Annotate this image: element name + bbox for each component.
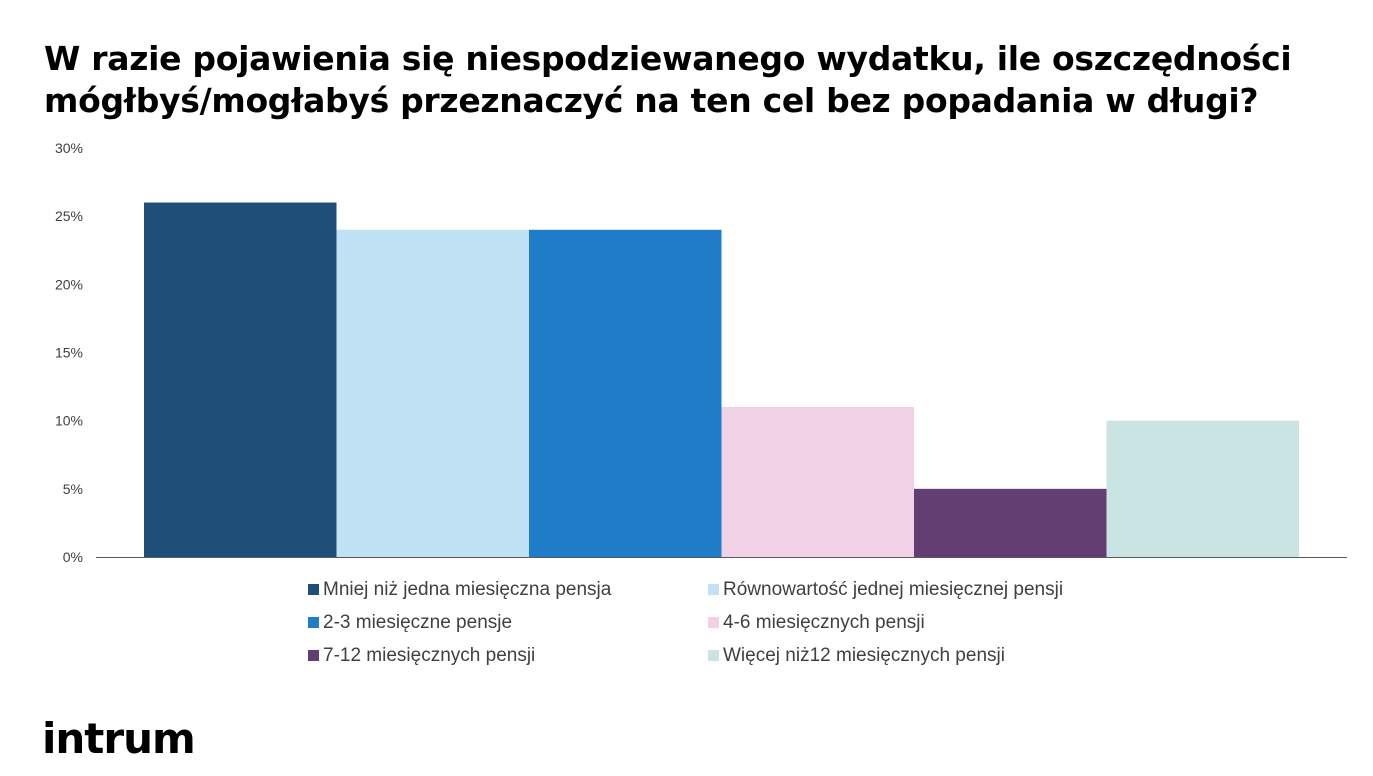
bar: [1106, 420, 1299, 557]
y-axis: 0% 5% 10% 15% 20% 25% 30%: [55, 140, 83, 565]
bar: [721, 407, 914, 557]
legend-label: 4-6 miesięcznych pensji: [723, 611, 925, 633]
bars: [144, 202, 1299, 558]
legend-label: Więcej niż12 miesięcznych pensji: [723, 644, 1005, 666]
legend-item: Równowartość jednej miesięcznej pensji: [708, 578, 1108, 601]
y-tick-label: 0%: [63, 549, 83, 565]
bar: [529, 229, 722, 558]
legend: Mniej niż jedna miesięczna pensja Równowa…: [308, 578, 1128, 667]
legend-item: Mniej niż jedna miesięczna pensja: [308, 578, 708, 601]
legend-item: 7-12 miesięcznych pensji: [308, 644, 708, 667]
bar: [336, 229, 529, 558]
legend-label: Równowartość jednej miesięcznej pensji: [723, 578, 1064, 600]
bar: [144, 202, 337, 558]
legend-item: 4-6 miesięcznych pensji: [708, 611, 1108, 634]
bar: [914, 488, 1107, 557]
y-tick-label: 25%: [55, 208, 83, 224]
legend-label: 7-12 miesięcznych pensji: [323, 644, 536, 666]
legend-swatch: [708, 650, 719, 661]
chart-title: W razie pojawienia się niespodziewanego …: [44, 38, 1354, 122]
y-tick-label: 10%: [55, 413, 83, 429]
legend-label: Mniej niż jedna miesięczna pensja: [323, 578, 612, 600]
legend-swatch: [708, 584, 719, 595]
legend-item: 2-3 miesięczne pensje: [308, 611, 708, 634]
bar-chart: 0% 5% 10% 15% 20% 25% 30%: [55, 140, 1347, 565]
chart-title-line-2: mógłbyś/mogłabyś przeznaczyć na ten cel …: [44, 81, 1259, 120]
y-tick-label: 30%: [55, 140, 83, 156]
legend-swatch: [308, 650, 319, 661]
y-tick-label: 5%: [63, 481, 83, 497]
y-tick-label: 20%: [55, 276, 83, 292]
y-tick-label: 15%: [55, 345, 83, 361]
legend-label: 2-3 miesięczne pensje: [323, 611, 513, 633]
legend-swatch: [308, 584, 319, 595]
chart-title-line-1: W razie pojawienia się niespodziewanego …: [44, 39, 1292, 78]
legend-swatch: [308, 617, 319, 628]
intrum-logo: intrum: [42, 714, 196, 763]
legend-swatch: [708, 617, 719, 628]
legend-item: Więcej niż12 miesięcznych pensji: [708, 644, 1108, 667]
